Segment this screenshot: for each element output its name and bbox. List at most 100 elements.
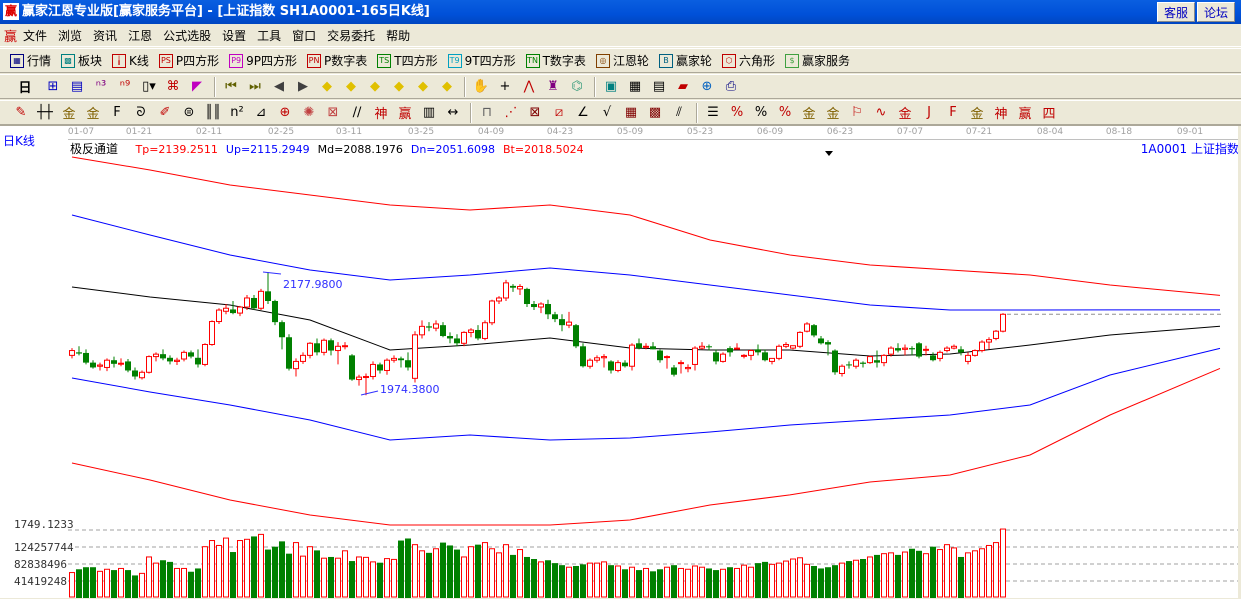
clipboard-icon[interactable]: ▤ [70, 79, 84, 94]
box-icon[interactable]: ⊓ [481, 105, 493, 120]
diag-fan-icon[interactable]: ⧄ [554, 105, 564, 120]
menu-item[interactable]: 资讯 [93, 29, 118, 43]
gold-lines-icon[interactable]: 金 [826, 107, 840, 122]
menu-item[interactable]: 设置 [222, 29, 247, 43]
toolbar-button-gann-wheel[interactable]: ◎ 江恩轮 [595, 52, 649, 69]
zoom-out-diamond-icon[interactable]: ◆ [442, 79, 452, 94]
shrink-diamond-icon[interactable]: ◆ [394, 79, 404, 94]
right-scrollbar[interactable] [1238, 126, 1241, 599]
calendar-icon[interactable]: ▣ [604, 79, 618, 94]
notes-icon[interactable]: ▤ [652, 79, 666, 94]
f-angle-icon[interactable]: F [949, 105, 957, 120]
gold-bar-icon[interactable]: 金 [898, 107, 912, 122]
wave9-icon[interactable]: ⁿ⁹ [119, 79, 131, 94]
menu-item[interactable]: 文件 [23, 29, 48, 43]
triangle-icon[interactable]: ⊿ [255, 105, 267, 120]
toolbar-button-ts[interactable]: TS T四方形 [377, 52, 438, 69]
menu-item[interactable]: 窗口 [292, 29, 317, 43]
four-angle-icon[interactable]: 四 [1042, 107, 1056, 122]
pen-icon[interactable]: ✎ [15, 105, 27, 120]
formula-icon[interactable]: ⌘ [166, 79, 180, 94]
zoom-in-diamond-icon[interactable]: ◆ [418, 79, 428, 94]
menu-item[interactable]: 帮助 [386, 29, 411, 43]
flag-icon[interactable]: ◤ [192, 79, 202, 94]
circle-icon[interactable]: ⊜ [183, 105, 195, 120]
angle-lines-icon[interactable]: ∕∕ [352, 105, 362, 120]
toolbar-button-kline[interactable]: ╽ K线 [112, 52, 149, 69]
ruler-icon[interactable]: ▥ [422, 105, 436, 120]
god-icon[interactable]: 神 [374, 107, 388, 122]
save-icon[interactable]: ▰ [678, 79, 688, 94]
toolbar-button-hexagon[interactable]: ⬡ 六角形 [721, 52, 775, 69]
web-icon[interactable]: ✺ [303, 105, 315, 120]
gold-angle-icon[interactable]: 金 [970, 107, 984, 122]
fibonacci-icon[interactable]: F [113, 105, 121, 120]
parallel-lines-icon[interactable]: ┼┼ [37, 105, 53, 120]
arrow-left-diamond-icon[interactable]: ◆ [322, 79, 332, 94]
rocket-icon[interactable]: ⚐ [851, 105, 863, 120]
forum-button[interactable]: 论坛 [1197, 2, 1235, 22]
arrow-right-diamond-icon[interactable]: ◆ [346, 79, 356, 94]
network-icon[interactable]: ⊕ [701, 79, 713, 94]
menu-item[interactable]: 工具 [257, 29, 282, 43]
hatched-icon[interactable]: ⫽ [676, 105, 682, 120]
menu-item[interactable]: 交易委托 [327, 29, 376, 43]
crosshair-icon[interactable]: + [499, 79, 511, 94]
wave3-icon[interactable]: ⁿ³ [95, 79, 107, 94]
god-angle-icon[interactable]: 神 [994, 107, 1008, 122]
candle-type-icon[interactable]: ▯▾ [142, 79, 156, 94]
width-icon[interactable]: ↔ [447, 105, 459, 120]
spiral-icon[interactable]: ᘐ [136, 105, 146, 120]
list-icon[interactable]: ☰ [707, 105, 719, 120]
volume-bar-down [426, 552, 432, 598]
cycle-lines-icon[interactable]: ║║ [205, 105, 221, 120]
menu-item[interactable]: 江恩 [128, 29, 153, 43]
n-squared-icon[interactable]: n² [230, 105, 244, 120]
zigzag-icon[interactable]: ⋀ [523, 79, 535, 94]
hand-icon[interactable]: ✋ [472, 79, 490, 94]
period-dropdown[interactable]: 日 [18, 81, 32, 96]
pencil-icon[interactable]: ✐ [159, 105, 171, 120]
target-icon[interactable]: ⊕ [279, 105, 291, 120]
toolbar-button-quote-table[interactable]: ▦ 行情 [10, 52, 51, 69]
shirt-icon[interactable]: ♜ [547, 79, 559, 94]
print-icon[interactable]: ⎙ [725, 79, 737, 94]
toolbar-button-p9[interactable]: P9 9P四方形 [229, 52, 297, 69]
win-angle-icon[interactable]: 赢 [1018, 107, 1032, 122]
percent-lines-icon[interactable]: % [778, 105, 792, 120]
win-icon[interactable]: 赢 [398, 107, 412, 122]
gold-circle-icon[interactable]: 金 [802, 107, 816, 122]
toolbar-button-t9[interactable]: T9 9T四方形 [447, 52, 516, 69]
grid-icon[interactable]: ▦ [624, 105, 638, 120]
calculator-icon[interactable]: ▦ [628, 79, 642, 94]
sine-icon[interactable]: ∿ [875, 105, 887, 120]
fan-icon[interactable]: ⋰ [504, 105, 518, 120]
menu-item[interactable]: 浏览 [58, 29, 83, 43]
prev-icon[interactable]: ◀ [274, 79, 284, 94]
toolbar-button-tn[interactable]: TN T数字表 [525, 52, 586, 69]
toolbar-button-dollar[interactable]: $ 赢家服务 [784, 52, 850, 69]
toolbar-button-pn[interactable]: PN P数字表 [307, 52, 367, 69]
expand-diamond-icon[interactable]: ◆ [370, 79, 380, 94]
toolbar-button-ps[interactable]: PS P四方形 [158, 52, 219, 69]
gold-ruler-icon[interactable]: 金 [62, 107, 76, 122]
pattern-icon[interactable]: ⌬ [571, 79, 583, 94]
next-icon[interactable]: ▶ [298, 79, 308, 94]
grid2-icon[interactable]: ▩ [648, 105, 662, 120]
square-web-icon[interactable]: ⊠ [327, 105, 339, 120]
percent-fan-icon[interactable]: % [730, 105, 744, 120]
percent-icon[interactable]: % [754, 105, 768, 120]
toolbar-button-big-wheel[interactable]: B 赢家轮 [658, 52, 712, 69]
chart-view-icon[interactable]: ⊞ [47, 79, 59, 94]
v-icon[interactable]: √ [602, 105, 612, 120]
customer-service-button[interactable]: 客服 [1157, 2, 1195, 22]
toolbar-button-sector-blocks[interactable]: ▩ 板块 [61, 52, 102, 69]
last-icon[interactable]: ⏭ [249, 79, 261, 94]
volume-bar-down [328, 556, 334, 598]
j-angle-icon[interactable]: J [927, 105, 931, 120]
first-icon[interactable]: ⏮ [225, 79, 237, 94]
menu-item[interactable]: 公式选股 [163, 29, 212, 43]
angle-fan-icon[interactable]: ∠ [577, 105, 589, 120]
gold-ruler2-icon[interactable]: 金 [86, 107, 100, 122]
square-fan-icon[interactable]: ⊠ [529, 105, 541, 120]
